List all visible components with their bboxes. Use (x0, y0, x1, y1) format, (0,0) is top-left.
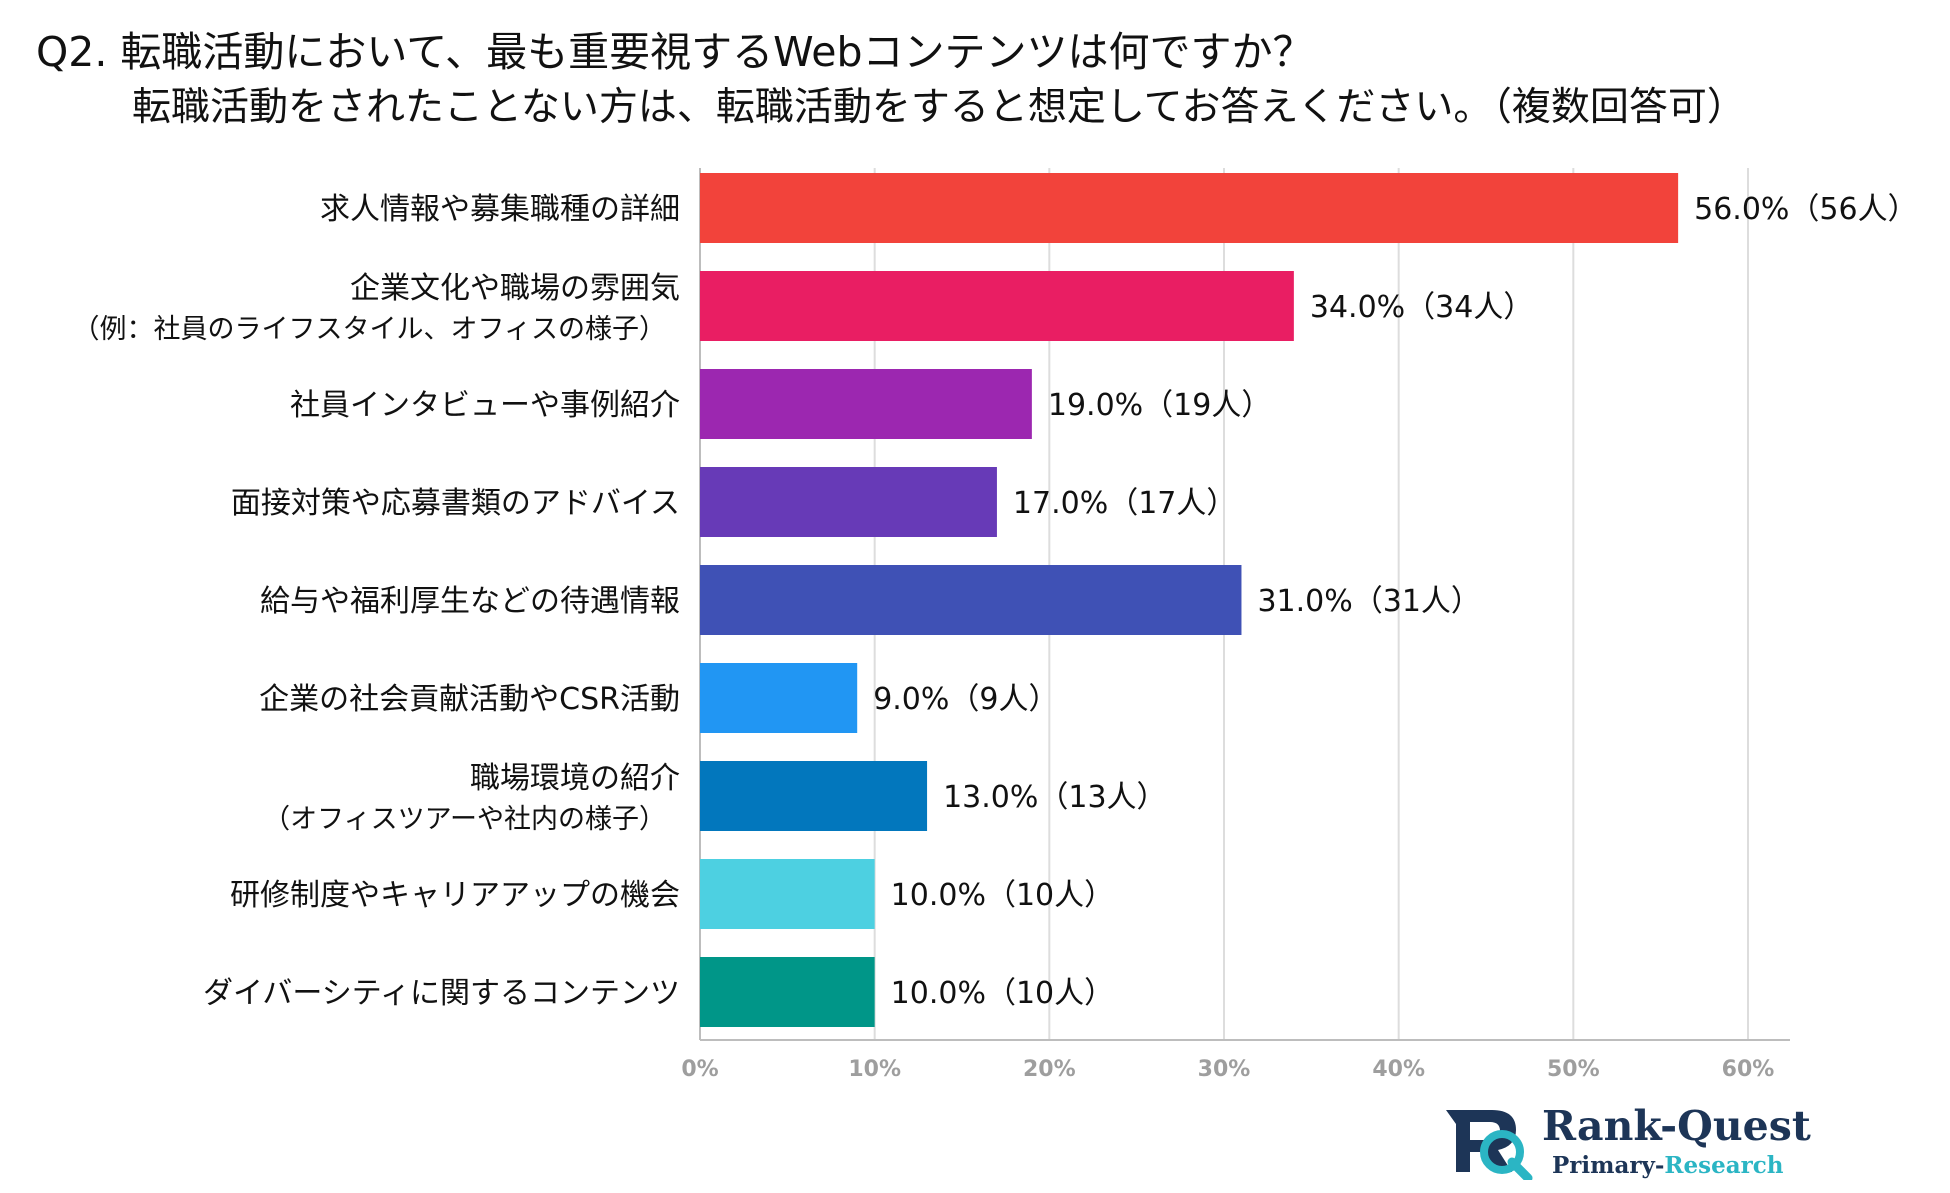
bar (700, 271, 1294, 341)
x-tick-label: 10% (848, 1057, 901, 1082)
bar (700, 173, 1679, 243)
chart-title-line2: 転職活動をされたことない方は、転職活動をすると想定してお答えください。（複数回答… (132, 85, 1746, 130)
bar (700, 369, 1032, 439)
category-label: 企業文化や職場の雰囲気 (350, 271, 680, 306)
bar (700, 467, 997, 537)
bar (700, 565, 1242, 635)
x-tick-label: 30% (1198, 1057, 1251, 1082)
category-label: 求人情報や募集職種の詳細 (320, 192, 680, 227)
logo-subtitle: Primary-Research (1552, 1152, 1784, 1179)
data-label: 34.0%（34人） (1310, 290, 1533, 325)
category-label: ダイバーシティに関するコンテンツ (203, 976, 680, 1011)
logo-sub-research: Research (1664, 1152, 1784, 1179)
rank-quest-logo: Rank-Quest Primary-Research (1440, 1100, 1830, 1183)
bar (700, 761, 928, 831)
chart-title-line1: Q2. 転職活動において、最も重要視するWebコンテンツは何ですか？ (36, 28, 1314, 76)
rank-quest-logo-icon (1446, 1110, 1533, 1183)
x-tick-label: 60% (1722, 1057, 1775, 1082)
bar (700, 859, 875, 929)
category-label: 企業の社会貢献活動やCSR活動 (259, 682, 680, 717)
category-label: 給与や福利厚生などの待遇情報 (260, 584, 680, 619)
data-label: 17.0%（17人） (1013, 486, 1236, 521)
category-label: 社員インタビューや事例紹介 (290, 388, 680, 423)
category-label: 職場環境の紹介 (470, 761, 680, 796)
category-label: 面接対策や応募書類のアドバイス (231, 486, 680, 521)
data-label: 31.0%（31人） (1257, 584, 1480, 619)
data-label: 10.0%（10人） (891, 878, 1114, 913)
data-label: 9.0%（9人） (873, 682, 1058, 717)
x-tick-label: 20% (1023, 1057, 1076, 1082)
category-sublabel: （例：社員のライフスタイル、オフィスの様子） (73, 314, 666, 345)
logo-name: Rank-Quest (1542, 1102, 1811, 1150)
bar (700, 957, 875, 1027)
x-tick-label: 50% (1547, 1057, 1600, 1082)
data-label: 19.0%（19人） (1048, 388, 1271, 423)
x-tick-label: 0% (681, 1057, 718, 1082)
category-sublabel: （オフィスツアーや社内の様子） (263, 804, 666, 835)
data-label: 10.0%（10人） (891, 976, 1114, 1011)
x-tick-label: 40% (1372, 1057, 1425, 1082)
data-label: 56.0%（56人） (1694, 192, 1917, 227)
bar (700, 663, 858, 733)
logo-sub-primary: Primary- (1552, 1152, 1665, 1179)
data-label: 13.0%（13人） (943, 780, 1166, 815)
category-label: 研修制度やキャリアアップの機会 (230, 878, 680, 913)
